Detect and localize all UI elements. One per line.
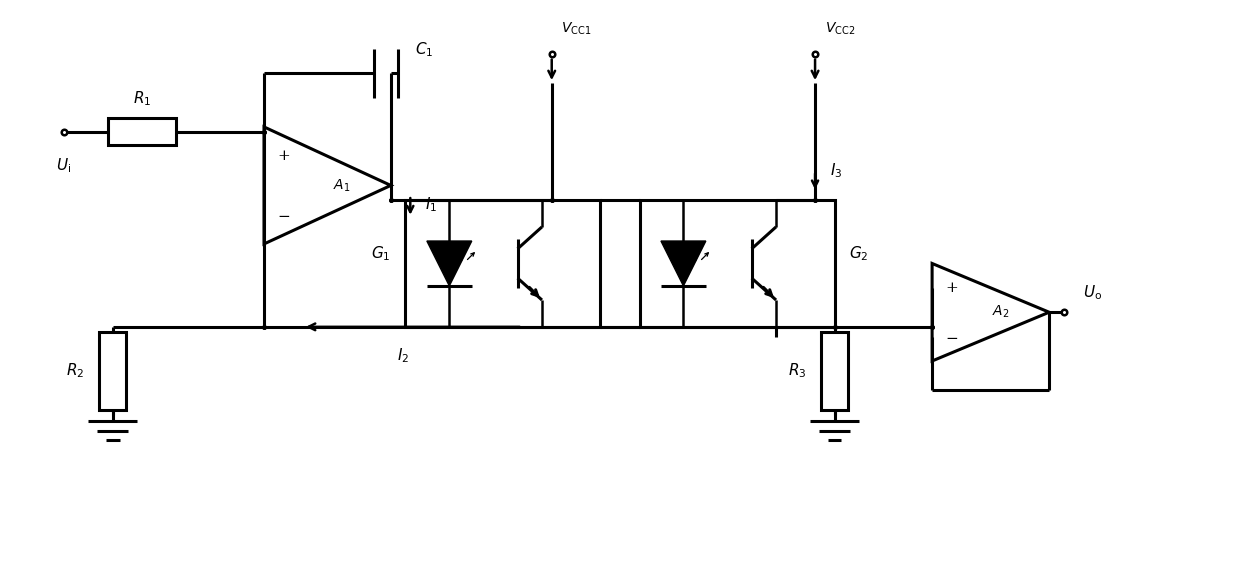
Text: $R_1$: $R_1$: [133, 90, 151, 109]
Text: $G_2$: $G_2$: [849, 244, 869, 263]
Text: $R_3$: $R_3$: [787, 361, 806, 380]
Text: $U_{\mathrm{i}}$: $U_{\mathrm{i}}$: [57, 156, 72, 175]
Text: $R_2$: $R_2$: [66, 361, 84, 380]
Text: +: +: [277, 149, 290, 163]
Text: $I_2$: $I_2$: [397, 346, 409, 365]
Text: +: +: [945, 281, 959, 295]
Bar: [405, 200, 600, 327]
Bar: [108, 118, 176, 145]
Text: $-$: $-$: [945, 329, 959, 343]
Text: $A_1$: $A_1$: [334, 177, 351, 194]
Polygon shape: [427, 241, 471, 286]
Text: $I_1$: $I_1$: [425, 195, 438, 215]
Bar: [640, 200, 835, 327]
Text: $-$: $-$: [277, 208, 290, 222]
Text: $A_2$: $A_2$: [992, 304, 1009, 320]
Polygon shape: [661, 241, 706, 286]
Text: $G_1$: $G_1$: [371, 244, 391, 263]
Bar: [99, 332, 126, 410]
Text: $I_3$: $I_3$: [830, 162, 842, 180]
Text: $C_1$: $C_1$: [415, 40, 434, 59]
Bar: [821, 332, 848, 410]
Text: $V_{\mathrm{CC2}}$: $V_{\mathrm{CC2}}$: [825, 21, 856, 37]
Text: $U_{\mathrm{o}}$: $U_{\mathrm{o}}$: [1084, 284, 1102, 302]
Text: $V_{\mathrm{CC1}}$: $V_{\mathrm{CC1}}$: [562, 21, 591, 37]
